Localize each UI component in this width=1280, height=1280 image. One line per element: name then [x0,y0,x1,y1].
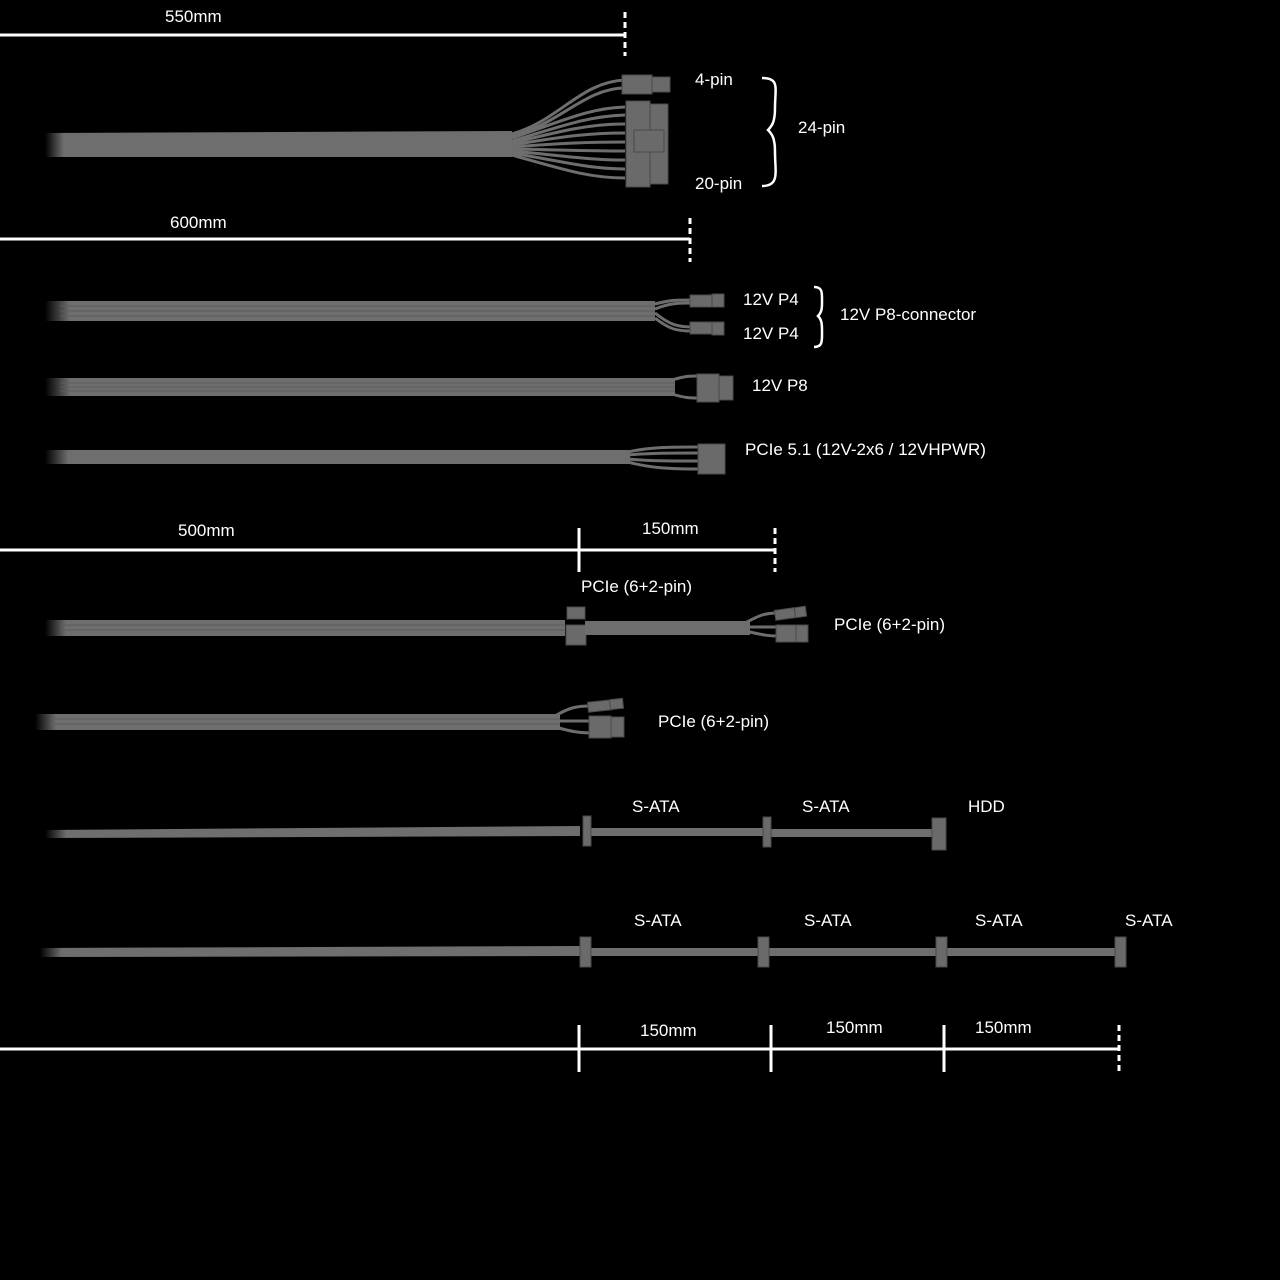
label-pcie-mid: PCIe (6+2-pin) [581,577,692,596]
label-pcie-end: PCIe (6+2-pin) [834,615,945,634]
dimension-600mm: 600mm [0,213,692,262]
sata-cable: S-ATA S-ATA S-ATA S-ATA [40,911,1173,968]
sata-connector [757,936,770,968]
label-sata: S-ATA [1125,911,1173,930]
dimension-label: 500mm [178,521,235,540]
label-hdd: HDD [968,797,1005,816]
label-12v-p8-connector: 12V P8-connector [840,305,976,324]
dimension-500-150mm: 500mm 150mm [0,519,777,572]
molex-connector [931,817,947,851]
label-12v-p8: 12V P8 [752,376,808,395]
pcie-daisy-chain-cable: PCIe (6+2-pin) [45,605,945,646]
label-sata: S-ATA [975,911,1023,930]
label-12v-p4: 12V P4 [743,290,799,309]
label-20pin: 20-pin [695,174,742,193]
label-sata: S-ATA [802,797,850,816]
atx-24pin-cable: 4-pin 20-pin 24-pin [45,70,845,193]
label-sata: S-ATA [804,911,852,930]
sata-connector [582,815,592,847]
pcie-single-cable: PCIe (6+2-pin) [35,697,769,739]
dimension-label: 600mm [170,213,227,232]
sata-hdd-cable: S-ATA S-ATA HDD [45,797,1005,851]
label-24pin: 24-pin [798,118,845,137]
label-pcie5: PCIe 5.1 (12V-2x6 / 12VHPWR) [745,440,986,459]
4pin-connector [621,74,653,95]
brace-icon [813,285,824,349]
dimension-label: 550mm [165,7,222,26]
sata-connector [579,936,592,968]
dimension-550mm: 550mm [0,7,627,56]
sata-connector [1114,936,1127,968]
label-sata: S-ATA [632,797,680,816]
sata-connector [762,816,772,848]
label-4pin: 4-pin [695,70,733,89]
brace-icon [761,76,777,188]
cpu-p8-cable: 12V P8 [45,373,808,403]
label-sata: S-ATA [634,911,682,930]
cpu-p4-p4-cable: 12V P4 12V P4 12V P8-connector [45,285,976,349]
label-pcie-single: PCIe (6+2-pin) [658,712,769,731]
dimension-label: 150mm [826,1018,883,1037]
dimension-label: 150mm [642,519,699,538]
pcie5-12vhpwr-cable: PCIe 5.1 (12V-2x6 / 12VHPWR) [45,440,986,475]
sata-connector [935,936,948,968]
dimension-label: 150mm [640,1021,697,1040]
label-12v-p4: 12V P4 [743,324,799,343]
dimension-label: 150mm [975,1018,1032,1037]
dimension-sata-segments: 150mm 150mm 150mm [0,1018,1121,1072]
